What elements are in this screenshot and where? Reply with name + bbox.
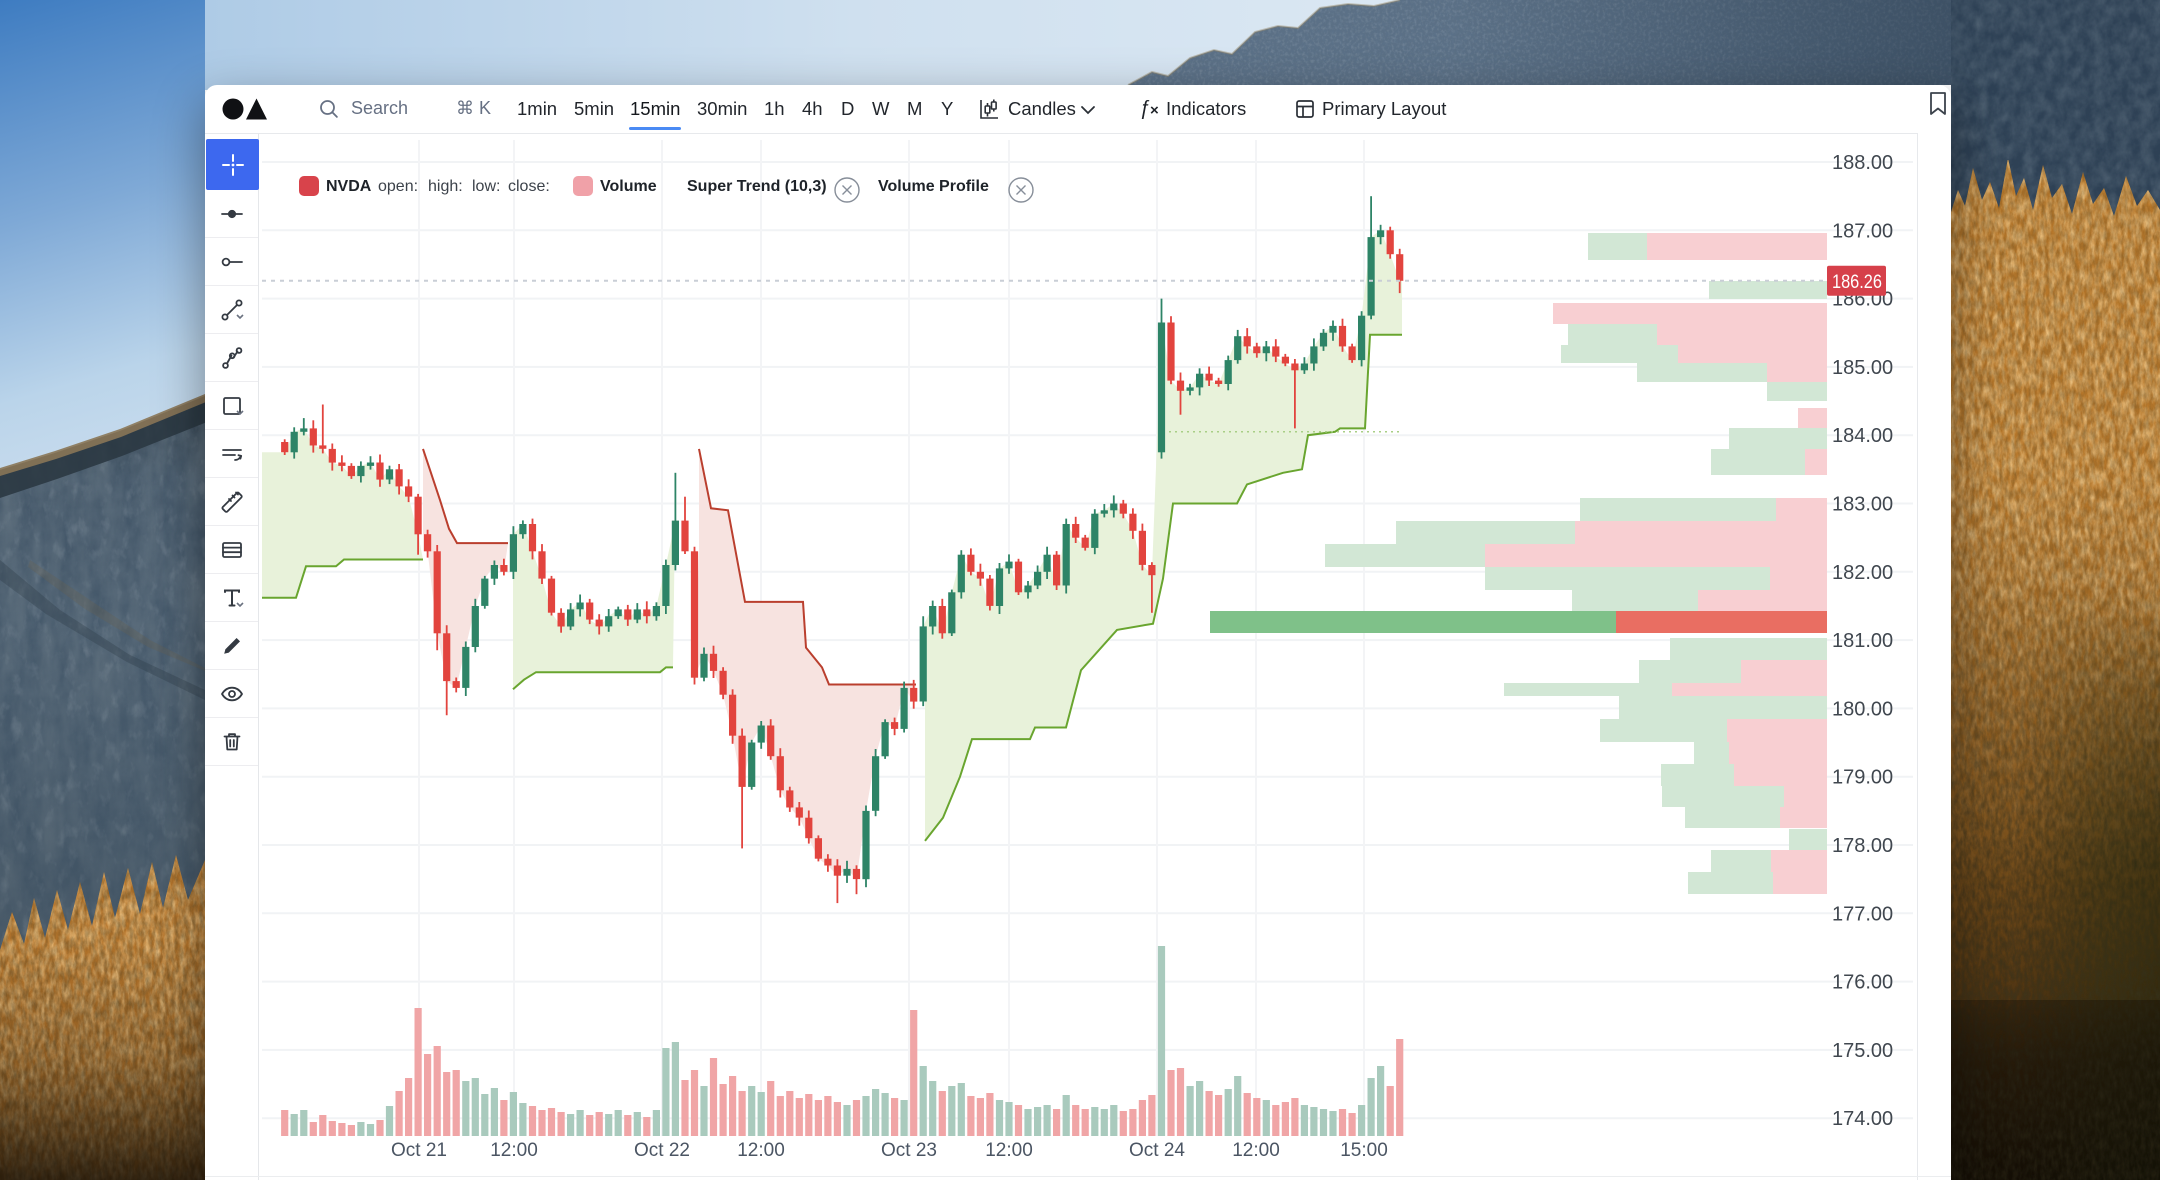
svg-text:183.00: 183.00 xyxy=(1832,494,1893,516)
svg-text:Oct 21: Oct 21 xyxy=(391,1140,447,1161)
svg-text:180.00: 180.00 xyxy=(1832,698,1893,720)
svg-text:15:00: 15:00 xyxy=(1340,1140,1388,1161)
svg-text:12:00: 12:00 xyxy=(737,1140,785,1161)
svg-text:188.00: 188.00 xyxy=(1832,152,1893,174)
svg-text:179.00: 179.00 xyxy=(1832,767,1893,789)
svg-text:186.26: 186.26 xyxy=(1832,272,1882,293)
svg-text:184.00: 184.00 xyxy=(1832,425,1893,447)
svg-text:Oct 23: Oct 23 xyxy=(881,1140,937,1161)
svg-text:182.00: 182.00 xyxy=(1832,562,1893,584)
svg-text:176.00: 176.00 xyxy=(1832,972,1893,994)
svg-text:175.00: 175.00 xyxy=(1832,1040,1893,1062)
svg-text:12:00: 12:00 xyxy=(1232,1140,1280,1161)
svg-text:Oct 22: Oct 22 xyxy=(634,1140,690,1161)
svg-text:12:00: 12:00 xyxy=(490,1140,538,1161)
svg-text:174.00: 174.00 xyxy=(1832,1108,1893,1130)
svg-text:181.00: 181.00 xyxy=(1832,630,1893,652)
svg-text:Oct 24: Oct 24 xyxy=(1129,1140,1185,1161)
svg-text:177.00: 177.00 xyxy=(1832,903,1893,925)
svg-text:185.00: 185.00 xyxy=(1832,357,1893,379)
svg-text:178.00: 178.00 xyxy=(1832,835,1893,857)
svg-text:187.00: 187.00 xyxy=(1832,220,1893,242)
svg-text:12:00: 12:00 xyxy=(985,1140,1033,1161)
